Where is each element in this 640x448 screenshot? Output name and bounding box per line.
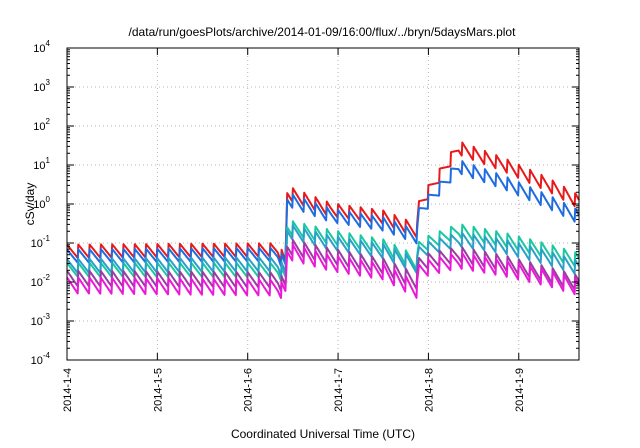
x-tick-label: 2014-1-7 xyxy=(333,368,345,412)
y-tick-label: 101 xyxy=(33,156,50,172)
x-tick-label: 2014-1-9 xyxy=(514,368,526,412)
x-tick-label: 2014-1-6 xyxy=(243,368,255,412)
y-tick-label: 10-4 xyxy=(31,351,51,367)
series-line-1 xyxy=(66,141,580,263)
y-axis-label: cSv/day xyxy=(23,183,37,226)
x-tick-label: 2014-1-4 xyxy=(62,368,74,412)
series-line-6 xyxy=(66,243,580,299)
series-line-5 xyxy=(66,239,580,292)
x-tick-labels: 2014-1-4 2014-1-5 2014-1-6 2014-1-7 2014-1-8… xyxy=(62,368,526,412)
y-tick-label: 100 xyxy=(33,195,50,211)
y-tick-label: 10-2 xyxy=(31,273,51,289)
y-tick-label: 102 xyxy=(33,117,50,133)
series-layer xyxy=(66,141,580,299)
x-tick-label: 2014-1-5 xyxy=(152,368,164,412)
x-tick-label: 2014-1-8 xyxy=(423,368,435,412)
y-tick-label: 10-1 xyxy=(31,234,51,250)
y-tick-labels: 10-4 10-3 10-2 10-1 100 101 102 103 104 xyxy=(31,39,51,367)
series-line-4 xyxy=(66,224,580,277)
series-line-3 xyxy=(66,220,580,282)
series-line-2 xyxy=(66,160,580,267)
plot-title: /data/run/goesPlots/archive/2014-01-09/1… xyxy=(129,25,517,39)
y-tick-label: 10-3 xyxy=(31,312,51,328)
axis-ticks xyxy=(66,47,579,361)
x-axis-label: Coordinated Universal Time (UTC) xyxy=(231,427,415,441)
y-tick-label: 104 xyxy=(33,39,50,55)
y-tick-label: 103 xyxy=(33,78,50,94)
